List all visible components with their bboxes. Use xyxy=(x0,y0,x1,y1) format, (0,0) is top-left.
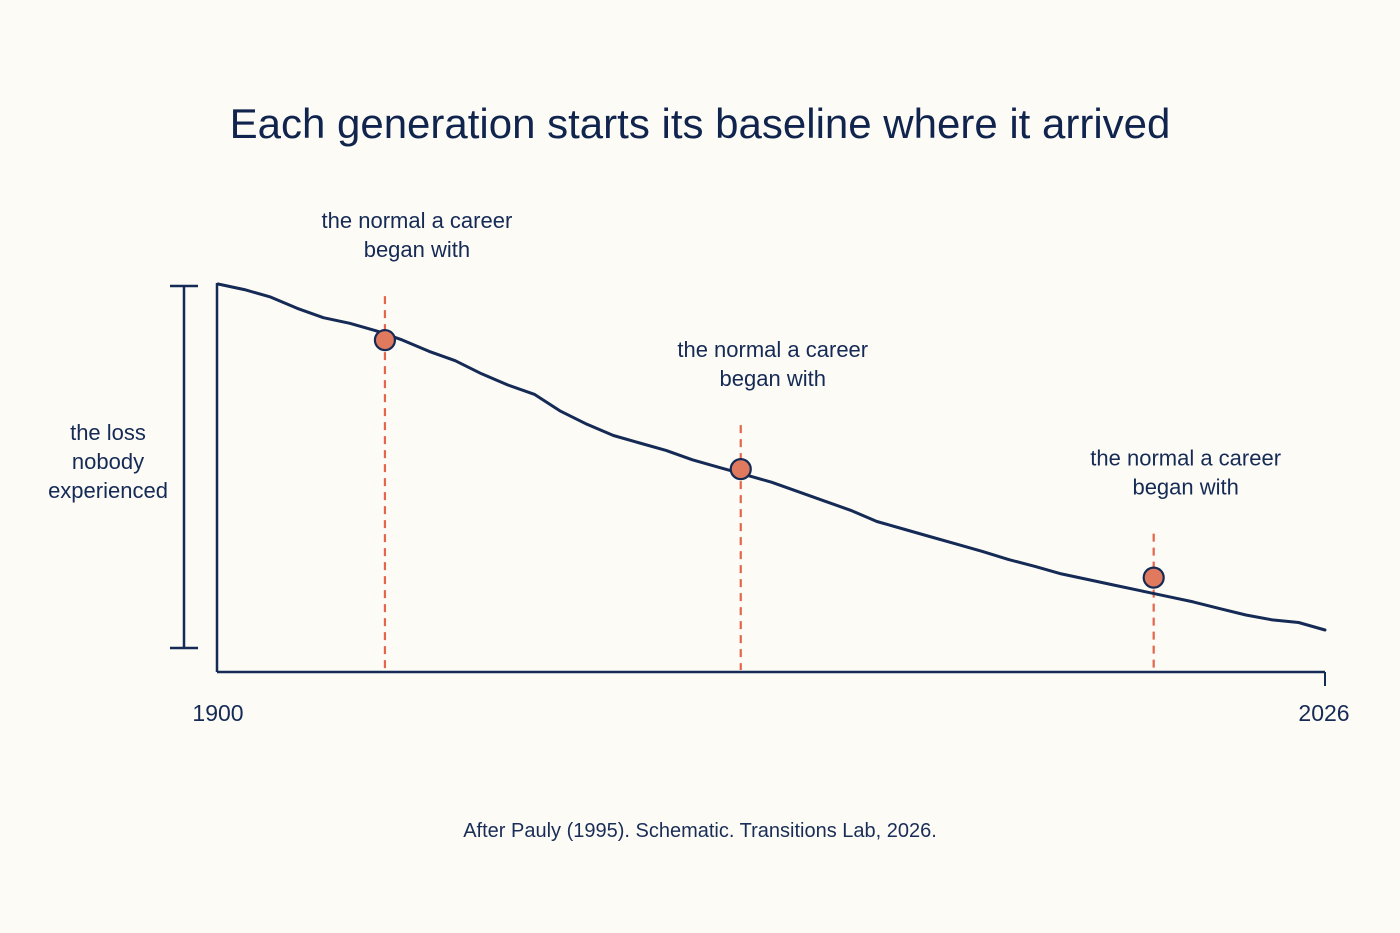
bracket-label-line: nobody xyxy=(72,449,144,474)
loss-bracket xyxy=(170,284,198,650)
caption: After Pauly (1995). Schematic. Transitio… xyxy=(463,820,937,842)
x-tick-label-end: 2026 xyxy=(1298,700,1349,726)
annotation-label-line: the normal a career xyxy=(677,337,868,362)
annotation-label: the normal a career began with xyxy=(322,208,513,262)
annotation-label: the normal a career began with xyxy=(677,337,868,391)
career-start-marker xyxy=(1142,566,1165,589)
series-line xyxy=(216,282,1327,632)
annotation-label-line: began with xyxy=(1132,475,1238,500)
annotation-label-line: began with xyxy=(364,237,470,262)
annotation-label-line: the normal a career xyxy=(322,208,513,233)
guide-lines xyxy=(383,296,1155,670)
career-start-marker xyxy=(373,329,397,352)
markers xyxy=(373,329,1165,589)
career-start-marker xyxy=(729,458,752,481)
bracket-label-line: the loss xyxy=(70,420,146,445)
bracket-label-line: experienced xyxy=(48,478,168,503)
annotation-label-line: the normal a career xyxy=(1090,446,1281,471)
annotation-label: the normal a career began with xyxy=(1090,446,1281,500)
annotation-label-line: began with xyxy=(720,366,826,391)
chart-title: Each generation starts its baseline wher… xyxy=(229,100,1171,147)
bracket-label: the loss nobody experienced xyxy=(48,420,168,503)
x-tick-label-start: 1900 xyxy=(192,700,243,726)
